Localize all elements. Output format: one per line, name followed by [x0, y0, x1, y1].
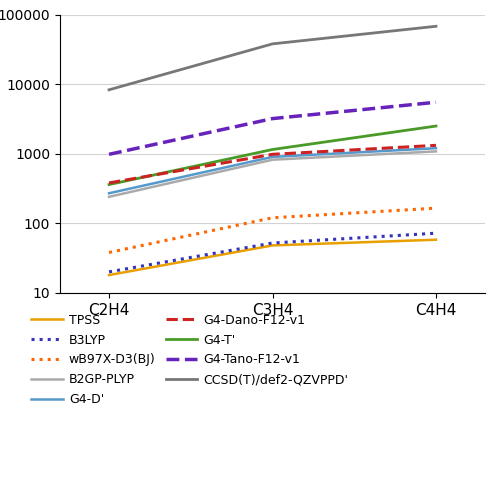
B2GP-PLYP	[433, 148, 439, 154]
B2GP-PLYP	[270, 157, 276, 163]
Line: wB97X-D3(BJ): wB97X-D3(BJ)	[109, 208, 436, 252]
G4-Tano-F12-v1	[433, 99, 439, 105]
wB97X-D3(BJ)	[106, 249, 112, 255]
Line: G4-Tano-F12-v1: G4-Tano-F12-v1	[109, 102, 436, 154]
G4-T'	[270, 146, 276, 152]
B3LYP	[270, 240, 276, 246]
Line: TPSS: TPSS	[109, 240, 436, 275]
G4-Tano-F12-v1	[106, 151, 112, 157]
TPSS	[106, 272, 112, 278]
G4-D'	[106, 190, 112, 196]
B2GP-PLYP	[106, 194, 112, 200]
CCSD(T)/def2-QZVPPD'	[433, 23, 439, 29]
wB97X-D3(BJ)	[433, 205, 439, 211]
B3LYP	[106, 269, 112, 275]
Line: B3LYP: B3LYP	[109, 233, 436, 272]
G4-D'	[270, 154, 276, 160]
G4-Tano-F12-v1	[270, 116, 276, 122]
wB97X-D3(BJ)	[270, 215, 276, 221]
G4-Dano-F12-v1	[106, 180, 112, 186]
TPSS	[270, 243, 276, 248]
Line: G4-D': G4-D'	[109, 148, 436, 193]
B3LYP	[433, 230, 439, 236]
Legend: TPSS, B3LYP, wB97X-D3(BJ), B2GP-PLYP, G4-D', G4-Dano-F12-v1, G4-T', G4-Tano-F12-: TPSS, B3LYP, wB97X-D3(BJ), B2GP-PLYP, G4…	[31, 314, 348, 406]
Line: G4-T': G4-T'	[109, 126, 436, 184]
CCSD(T)/def2-QZVPPD'	[270, 41, 276, 47]
G4-Dano-F12-v1	[270, 151, 276, 157]
Line: G4-Dano-F12-v1: G4-Dano-F12-v1	[109, 145, 436, 183]
G4-Dano-F12-v1	[433, 142, 439, 148]
TPSS	[433, 237, 439, 243]
Line: B2GP-PLYP: B2GP-PLYP	[109, 151, 436, 197]
CCSD(T)/def2-QZVPPD'	[106, 87, 112, 93]
Line: CCSD(T)/def2-QZVPPD': CCSD(T)/def2-QZVPPD'	[109, 26, 436, 90]
G4-T'	[433, 123, 439, 129]
G4-T'	[106, 182, 112, 187]
G4-D'	[433, 145, 439, 151]
